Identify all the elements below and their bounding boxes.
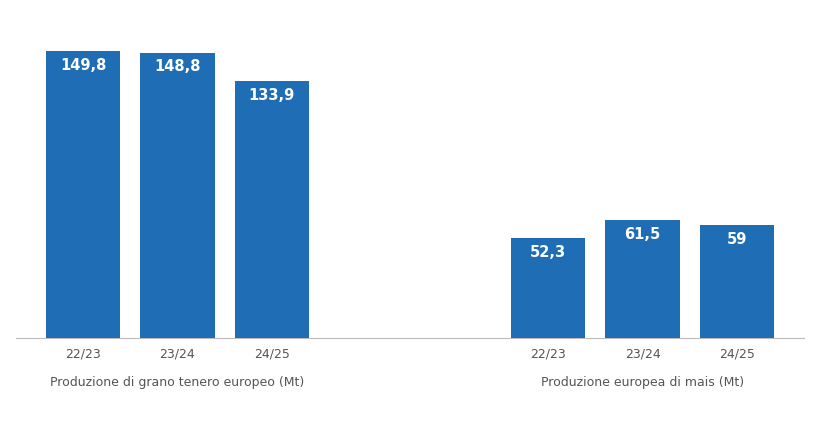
Text: 52,3: 52,3: [529, 244, 566, 259]
Bar: [699, 226, 773, 339]
Bar: [510, 238, 585, 339]
Bar: [604, 221, 679, 339]
Text: 133,9: 133,9: [248, 88, 295, 103]
Text: Produzione di grano tenero europeo (Mt): Produzione di grano tenero europeo (Mt): [50, 375, 304, 388]
Text: Produzione europea di mais (Mt): Produzione europea di mais (Mt): [541, 375, 743, 388]
Text: 61,5: 61,5: [623, 227, 660, 241]
Bar: [140, 54, 215, 339]
Text: 59: 59: [726, 231, 746, 246]
Bar: [234, 82, 309, 339]
Bar: [46, 52, 120, 339]
Text: 148,8: 148,8: [154, 59, 201, 74]
Text: 149,8: 149,8: [60, 57, 106, 72]
